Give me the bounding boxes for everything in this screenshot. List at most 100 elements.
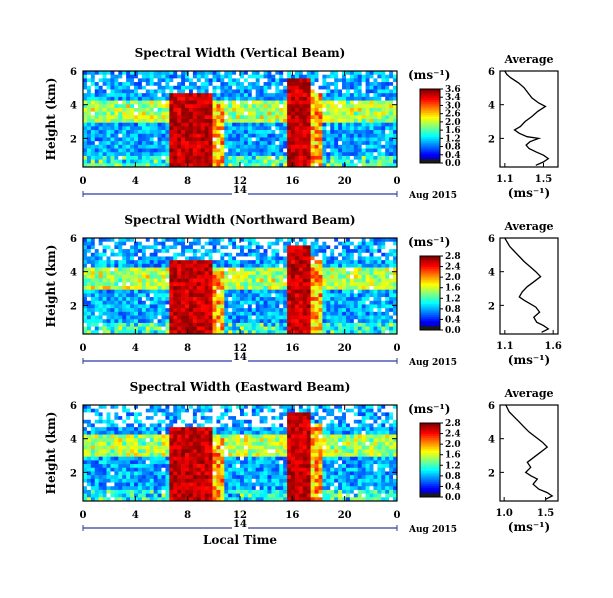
y-tick-label: 4	[70, 268, 77, 279]
colorbar-tick-label: 0.8	[445, 472, 461, 482]
colorbar-tick-label: 0.4	[445, 151, 461, 161]
profile-frame	[499, 70, 559, 168]
x-tick-label: 0	[394, 343, 401, 354]
profile-y-tick-label: 2	[488, 468, 495, 479]
y-tick-label: 4	[70, 435, 77, 446]
heatmap-cells	[83, 405, 398, 502]
day-label: 14	[233, 352, 247, 363]
chart-title: Spectral Width (Vertical Beam)	[135, 46, 346, 60]
panel-2: Spectral Width (Northward Beam)0 4 8 12 16 20…	[44, 213, 562, 368]
colorbar-tick-label: 2.0	[445, 118, 461, 128]
y-tick-label: 6	[70, 234, 77, 245]
date-label: Aug 2015	[408, 525, 457, 535]
y-axis-label: Height (km)	[44, 245, 58, 328]
profile-line	[504, 70, 550, 166]
colorbar-tick-label: 1.2	[445, 461, 461, 471]
colorbar-tick-label: 2.8	[445, 252, 461, 262]
colorbar-tick-label: 3.6	[445, 85, 461, 95]
x-tick-label: 0	[80, 176, 87, 187]
colorbar-tick-label: 0.0	[445, 493, 461, 503]
profile-x-label: (ms⁻¹)	[508, 520, 550, 534]
profile-y-tick-label: 2	[488, 134, 495, 145]
colorbar-tick-label: 2.0	[445, 273, 461, 283]
x-tick-label: 0	[394, 510, 401, 521]
y-tick-label: 6	[70, 401, 77, 412]
x-tick-label: 16	[285, 343, 299, 354]
colorbar-unit: (ms⁻¹)	[408, 68, 450, 82]
colorbar-tick-label: 3.4	[445, 93, 461, 103]
chart-title: Spectral Width (Northward Beam)	[124, 213, 355, 227]
x-tick-label: 4	[132, 343, 139, 354]
profile-line	[505, 404, 554, 500]
colorbar-tick-label: 1.2	[445, 294, 461, 304]
colorbar	[419, 88, 441, 164]
colorbar-tick-label: 2.4	[445, 263, 461, 273]
profile-y-tick-label: 4	[488, 268, 495, 279]
profile-x-tick-label: 1.1	[496, 174, 513, 185]
profile-title: Average	[503, 387, 553, 400]
x-tick-label: 0	[80, 510, 87, 521]
colorbar-tick-label: 2.0	[445, 440, 461, 450]
x-tick-label: 8	[184, 510, 191, 521]
x-tick-label: 8	[184, 176, 191, 187]
x-tick-label: 16	[285, 176, 299, 187]
profile-x-tick-label: 1.0	[495, 508, 512, 519]
colorbar-tick-label: 0.4	[445, 482, 461, 492]
profile-y-tick-label: 2	[488, 301, 495, 312]
colorbar-tick-label: 0.0	[445, 326, 461, 336]
chart-title: Spectral Width (Eastward Beam)	[130, 380, 351, 394]
heatmap-cells	[83, 71, 398, 168]
y-axis-label: Height (km)	[44, 412, 58, 495]
date-label: Aug 2015	[408, 358, 457, 368]
colorbar-tick-label: 2.6	[445, 110, 461, 120]
x-tick-label: 4	[132, 510, 139, 521]
profile-line	[504, 237, 550, 333]
colorbar-tick-label: 3.0	[445, 101, 461, 111]
colorbar-tick-label: 2.4	[445, 430, 461, 440]
colorbar-tick-label: 0.4	[445, 315, 461, 325]
profile-x-tick-label: 1.6	[544, 341, 561, 352]
day-label: 14	[233, 519, 247, 530]
day-label: 14	[233, 185, 247, 196]
x-tick-label: 0	[80, 343, 87, 354]
colorbar-tick-label: 1.6	[445, 284, 461, 294]
profile-y-tick-label: 6	[488, 401, 495, 412]
profile-y-tick-label: 4	[488, 435, 495, 446]
x-tick-label: 12	[233, 510, 247, 521]
colorbar-tick-label: 2.8	[445, 419, 461, 429]
profile-title: Average	[503, 53, 553, 66]
profile-x-label: (ms⁻¹)	[508, 353, 550, 367]
profile-x-tick-label: 1.5	[537, 508, 554, 519]
profile-x-tick-label: 1.5	[535, 174, 552, 185]
colorbar-tick-label: 1.6	[445, 451, 461, 461]
colorbar-unit: (ms⁻¹)	[408, 402, 450, 416]
profile-x-label: (ms⁻¹)	[508, 186, 550, 200]
y-tick-label: 6	[70, 67, 77, 78]
y-tick-label: 2	[70, 134, 77, 145]
profile-title: Average	[503, 220, 553, 233]
y-tick-label: 2	[70, 301, 77, 312]
x-tick-label: 0	[394, 176, 401, 187]
x-axis-label: Local Time	[203, 533, 277, 547]
profile-y-tick-label: 4	[488, 101, 495, 112]
x-tick-label: 20	[338, 176, 352, 187]
x-tick-label: 20	[338, 343, 352, 354]
colorbar-tick-label: 0.0	[445, 159, 461, 169]
x-tick-label: 12	[233, 343, 247, 354]
panel-3: Spectral Width (Eastward Beam)0 4 8 12 16 20 0…	[44, 380, 559, 547]
heatmap-cells	[83, 238, 398, 335]
x-tick-label: 8	[184, 343, 191, 354]
date-label: Aug 2015	[408, 191, 457, 201]
profile-y-tick-label: 6	[488, 234, 495, 245]
y-tick-label: 2	[70, 468, 77, 479]
x-tick-label: 4	[132, 176, 139, 187]
x-tick-label: 12	[233, 176, 247, 187]
y-tick-label: 4	[70, 101, 77, 112]
colorbar-tick-label: 1.6	[445, 126, 461, 136]
panel-1: Spectral Width (Vertical Beam)0 4 8 12 16 20 0…	[44, 46, 559, 201]
profile-frame	[499, 404, 559, 502]
profile-frame	[499, 237, 559, 335]
colorbar-tick-label: 1.2	[445, 134, 461, 144]
profile-x-tick-label: 1.1	[496, 341, 513, 352]
